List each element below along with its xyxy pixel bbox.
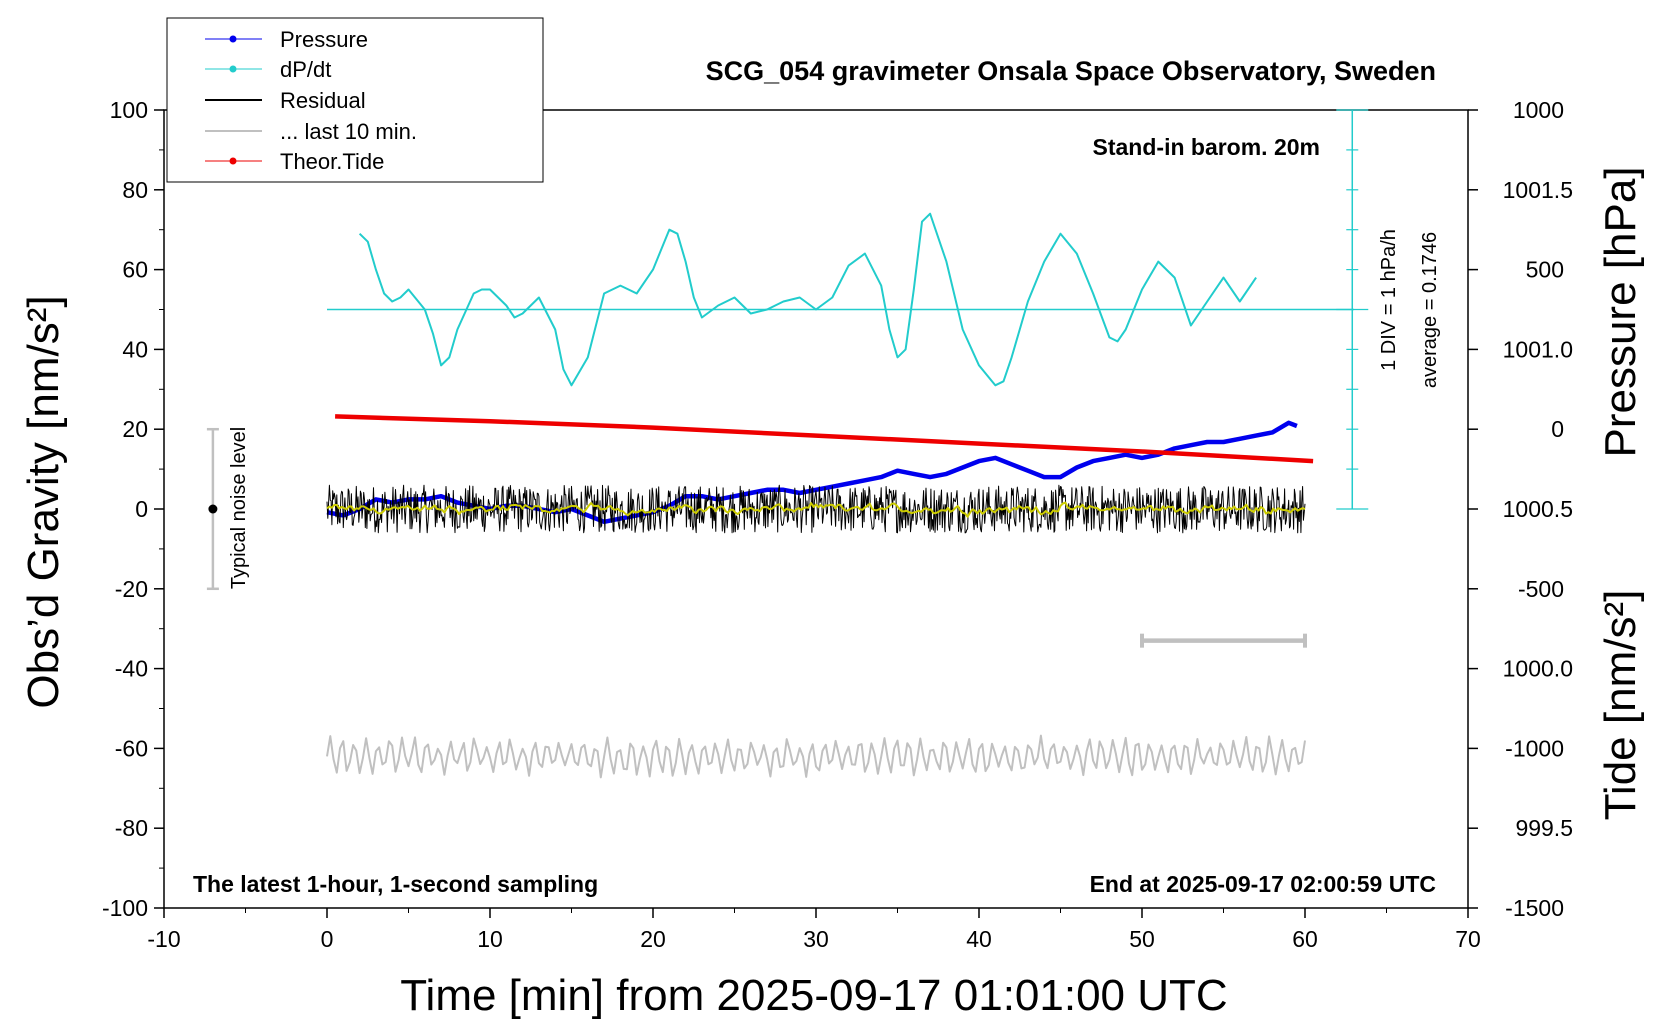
- legend-entry-pressure: Pressure: [205, 27, 368, 52]
- series-residual: [326, 484, 1306, 534]
- series-tide: [335, 414, 1314, 464]
- y-left-tick-label: 0: [135, 496, 148, 522]
- noise-label: Typical noise level: [228, 427, 250, 589]
- y-left-tick-label: -100: [102, 895, 148, 921]
- y-tide-tick-label: -1500: [1505, 895, 1564, 921]
- y-left-tick-label: 20: [122, 416, 148, 442]
- end-note: End at 2025-09-17 02:00:59 UTC: [1090, 871, 1436, 897]
- y-tide-tick-label: -500: [1518, 576, 1564, 602]
- y-left-tick-label: 80: [122, 177, 148, 203]
- x-tick-label: -10: [147, 926, 180, 952]
- latest-note: The latest 1-hour, 1-second sampling: [193, 871, 598, 897]
- y-left-tick-label: 100: [110, 97, 148, 123]
- legend-label-pressure: Pressure: [280, 27, 368, 52]
- y-axis-title-tide: Tide [nm/s²]: [1596, 590, 1645, 821]
- y-tide-tick-label: 0: [1551, 416, 1564, 442]
- series-dpdt: [358, 212, 1257, 387]
- legend-marker: [229, 157, 237, 165]
- y-axis-title-left: Obs’d Gravity [nm/s²]: [19, 295, 68, 708]
- legend-label-last10: ... last 10 min.: [280, 119, 417, 144]
- x-axis-title: Time [min] from 2025-09-17 01:01:00 UTC: [400, 971, 1227, 1020]
- legend-entry-last10: ... last 10 min.: [205, 119, 417, 144]
- standin-note: Stand-in barom. 20m: [1093, 134, 1320, 160]
- y-left-tick-label: 40: [122, 336, 148, 362]
- y-axis-title-pressure: Pressure [hPa]: [1596, 166, 1645, 457]
- x-tick-label: 60: [1292, 926, 1318, 952]
- y-pressure-tick-label: 1001.5: [1503, 177, 1573, 203]
- x-tick-label: 40: [966, 926, 992, 952]
- x-tick-label: 70: [1455, 926, 1481, 952]
- legend-marker: [229, 35, 237, 43]
- series-last10: [326, 734, 1306, 779]
- y-tide-tick-label: -1000: [1505, 735, 1564, 761]
- legend-marker: [229, 65, 237, 73]
- legend-entry-tide: Theor.Tide: [205, 149, 384, 174]
- y-left-tick-label: 60: [122, 257, 148, 283]
- x-tick-label: 10: [477, 926, 503, 952]
- y-pressure-tick-label: 1000.5: [1503, 496, 1573, 522]
- legend-label-residual: Residual: [280, 88, 366, 113]
- legend-label-dpdt: dP/dt: [280, 57, 331, 82]
- chart-title: SCG_054 gravimeter Onsala Space Observat…: [706, 56, 1436, 86]
- series-residual-smoothed: [326, 501, 1306, 518]
- x-tick-label: 0: [321, 926, 334, 952]
- legend-entry-dpdt: dP/dt: [205, 57, 331, 82]
- legend-label-tide: Theor.Tide: [280, 149, 384, 174]
- y-left-tick-label: -60: [115, 735, 148, 761]
- y-pressure-tick-label: 999.5: [1515, 815, 1573, 841]
- series-layer: [206, 109, 1369, 779]
- x-tick-label: 50: [1129, 926, 1155, 952]
- y-pressure-tick-label: 1000.0: [1503, 656, 1573, 682]
- axis-layer: -10 0 10 20 30 40 50 60 70-100-80-60-40-20020406…: [102, 97, 1573, 952]
- y-left-tick-label: -80: [115, 815, 148, 841]
- noise-bar-center: [208, 504, 218, 514]
- scale-average-label: average = 0.1746: [1419, 232, 1441, 388]
- y-left-tick-label: -40: [115, 656, 148, 682]
- legend-entry-residual: Residual: [205, 88, 366, 113]
- x-tick-label: 30: [803, 926, 829, 952]
- y-pressure-tick-label: 1001.0: [1503, 336, 1573, 362]
- y-left-tick-label: -20: [115, 576, 148, 602]
- y-tide-tick-label: 500: [1526, 257, 1564, 283]
- scale-div-label: 1 DIV = 1 hPa/h: [1378, 229, 1400, 371]
- legend: Pressure dP/dt Residual ... last 10 min.…: [166, 17, 544, 183]
- x-tick-label: 20: [640, 926, 666, 952]
- y-tide-tick-label: 1000: [1513, 97, 1564, 123]
